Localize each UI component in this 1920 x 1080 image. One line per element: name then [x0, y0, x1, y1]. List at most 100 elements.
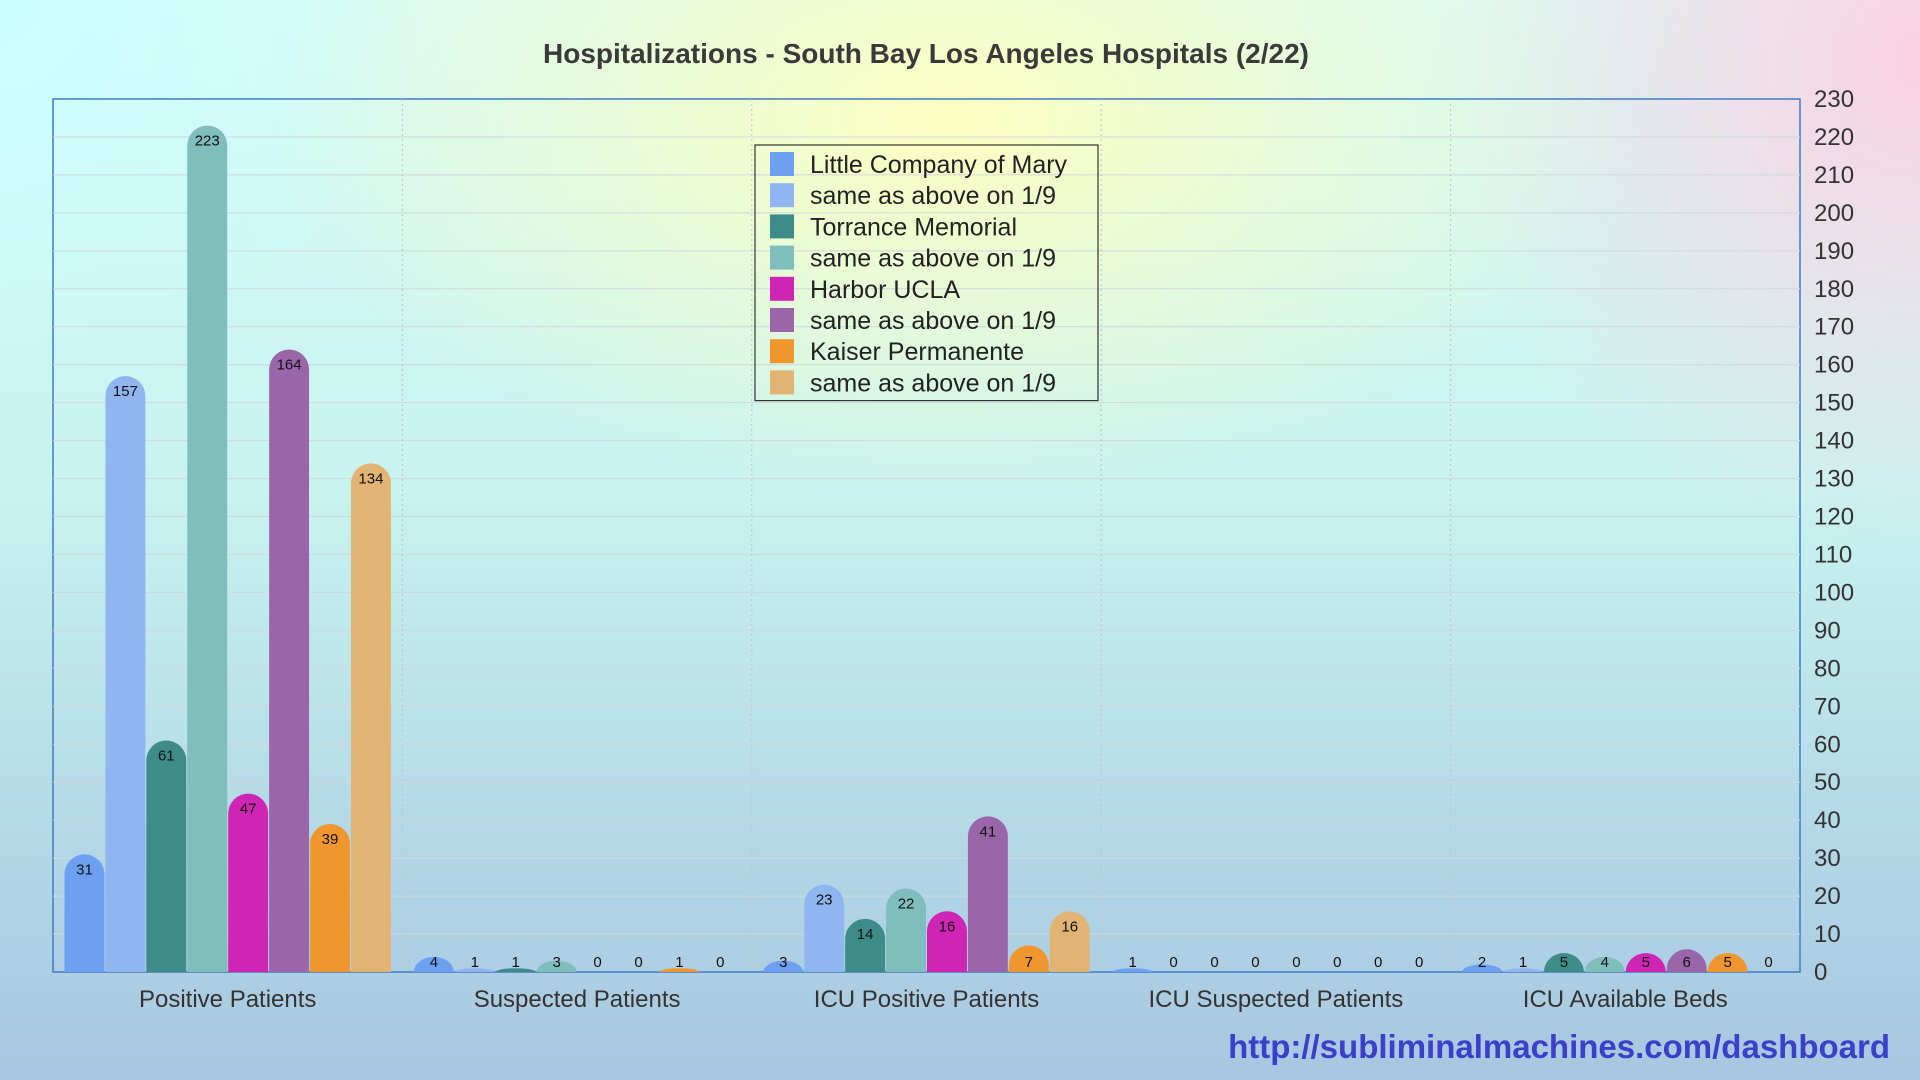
data-label: 1 — [471, 954, 479, 971]
data-label: 134 — [358, 470, 383, 487]
bar — [350, 463, 391, 972]
y-tick-label: 40 — [1814, 807, 1841, 834]
bar — [967, 816, 1008, 972]
bar — [495, 968, 536, 972]
bar — [845, 918, 886, 972]
legend-label: same as above on 1/9 — [810, 245, 1056, 273]
bar — [187, 125, 228, 972]
legend-label: same as above on 1/9 — [810, 369, 1056, 397]
bar — [1707, 953, 1748, 972]
legend-box — [754, 144, 1099, 402]
data-label: 7 — [1025, 954, 1033, 971]
data-label: 0 — [1415, 954, 1423, 971]
data-label: 5 — [1642, 954, 1650, 971]
y-tick-label: 100 — [1814, 579, 1854, 606]
y-tick-label: 170 — [1814, 314, 1854, 341]
data-label: 23 — [816, 892, 833, 909]
bar — [804, 884, 845, 972]
legend-swatch — [770, 276, 794, 301]
bars — [64, 125, 1748, 972]
y-tick-label: 10 — [1814, 921, 1841, 948]
data-label: 0 — [634, 954, 642, 971]
legend-swatch — [770, 308, 794, 332]
data-label: 0 — [1210, 954, 1218, 971]
y-tick-label: 90 — [1814, 617, 1841, 644]
data-label: 3 — [552, 954, 560, 971]
y-tick-label: 120 — [1814, 504, 1854, 531]
y-tick-label: 140 — [1814, 428, 1854, 455]
y-tick-label: 30 — [1814, 845, 1841, 872]
data-label: 0 — [1292, 954, 1300, 971]
legend-label: same as above on 1/9 — [810, 307, 1056, 335]
y-tick-label: 60 — [1814, 731, 1841, 758]
data-label: 2 — [1478, 954, 1486, 971]
bar — [536, 960, 577, 972]
bar — [1543, 953, 1584, 972]
x-tick-label: ICU Available Beds — [1523, 986, 1728, 1013]
data-label: 157 — [113, 383, 138, 400]
data-label: 0 — [593, 954, 601, 971]
data-label: 223 — [195, 133, 220, 150]
data-label: 4 — [430, 954, 438, 971]
legend: Little Company of Mary same as above on 1… — [754, 144, 1099, 402]
legend-swatch — [770, 245, 794, 270]
bar — [659, 968, 700, 972]
legend-swatch — [770, 214, 794, 239]
y-tick-label: 50 — [1814, 769, 1841, 796]
x-axis: Positive Patients Suspected Patients ICU P… — [139, 986, 1728, 1013]
bar — [454, 968, 495, 972]
legend-label: Torrance Memorial — [810, 213, 1017, 241]
bar — [64, 854, 105, 972]
data-label: 61 — [158, 747, 175, 764]
x-tick-label: ICU Suspected Patients — [1148, 986, 1403, 1013]
data-label: 0 — [1374, 954, 1382, 971]
grid-lines — [53, 99, 1800, 972]
legend-swatch — [770, 339, 794, 364]
y-tick-label: 220 — [1814, 124, 1854, 151]
y-tick-label: 200 — [1814, 200, 1854, 227]
legend-swatch — [770, 370, 794, 395]
y-tick-label: 130 — [1814, 466, 1854, 493]
bar — [146, 740, 187, 972]
data-label: 0 — [1169, 954, 1177, 971]
y-tick-label: 150 — [1814, 390, 1854, 417]
data-label: 4 — [1601, 954, 1609, 971]
data-label: 31 — [76, 861, 93, 878]
bar — [1666, 949, 1707, 972]
bar — [228, 793, 269, 972]
data-label: 0 — [1333, 954, 1341, 971]
y-tick-label: 210 — [1814, 162, 1854, 189]
source-link[interactable]: http://subliminalmachines.com/dashboard — [1228, 1028, 1890, 1065]
data-label: 22 — [898, 895, 915, 912]
legend-label: Harbor UCLA — [810, 276, 960, 304]
data-label: 39 — [322, 831, 339, 848]
data-label: 164 — [277, 357, 302, 374]
y-tick-label: 160 — [1814, 352, 1854, 379]
y-tick-label: 20 — [1814, 883, 1841, 910]
bar — [310, 823, 350, 972]
data-label: 5 — [1560, 954, 1568, 971]
bar — [1049, 911, 1090, 972]
y-axis: 0 10 20 30 40 50 60 70 80 90 100 110 120 130 140 150 160… — [1814, 86, 1854, 986]
data-label: 41 — [980, 823, 997, 840]
bar — [413, 956, 454, 972]
x-tick-label: ICU Positive Patients — [814, 986, 1039, 1013]
data-label: 1 — [675, 954, 683, 971]
bar — [927, 911, 967, 972]
bar — [105, 376, 146, 972]
data-label: 0 — [716, 954, 724, 971]
data-label: 14 — [857, 926, 874, 943]
bar — [1625, 953, 1666, 972]
y-tick-label: 230 — [1814, 86, 1854, 113]
x-tick-label: Suspected Patients — [474, 986, 681, 1013]
y-tick-label: 110 — [1814, 541, 1852, 568]
data-label: 3 — [779, 954, 787, 971]
y-tick-label: 190 — [1814, 238, 1854, 265]
data-label: 1 — [512, 954, 520, 971]
data-label: 16 — [939, 918, 956, 935]
data-label: 5 — [1723, 954, 1731, 971]
bar — [1462, 964, 1503, 972]
data-label: 16 — [1061, 918, 1078, 935]
x-tick-label: Positive Patients — [139, 986, 316, 1013]
